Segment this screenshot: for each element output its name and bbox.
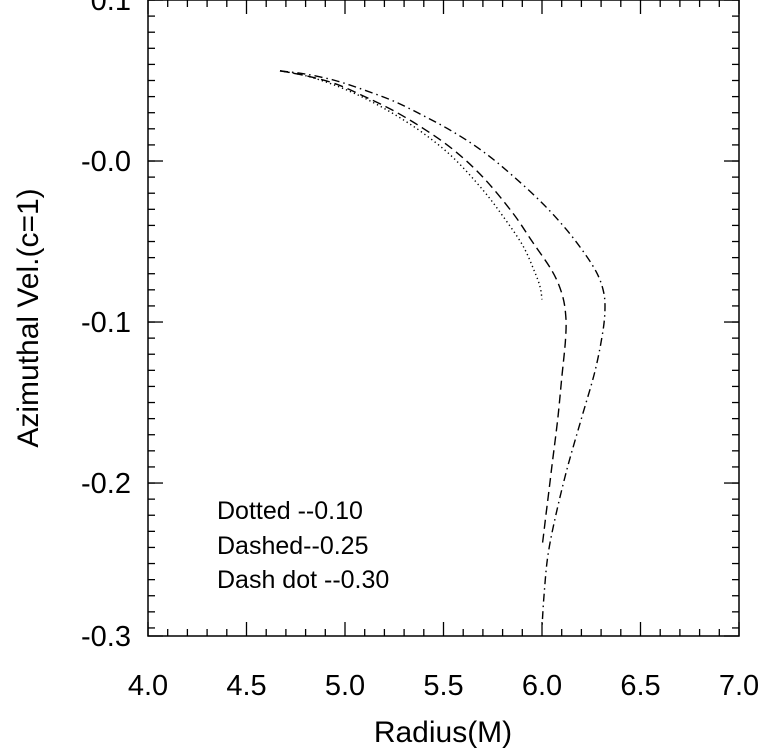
x-tick-label: 6.5 bbox=[620, 670, 660, 702]
y-tick-label: -0.1 bbox=[81, 307, 131, 339]
series-lines bbox=[279, 70, 606, 628]
y-tick-label: -0.3 bbox=[81, 621, 131, 653]
tick-marks bbox=[147, 0, 740, 637]
x-tick-label: 4.5 bbox=[226, 670, 266, 702]
x-axis-title: Radius(M) bbox=[374, 716, 512, 749]
legend-entry-dashdot: Dash dot --0.30 bbox=[217, 566, 389, 594]
x-tick-label: 6.0 bbox=[522, 670, 562, 702]
legend-entry-dotted: Dotted --0.10 bbox=[217, 497, 363, 525]
x-tick-label: 5.5 bbox=[423, 670, 463, 702]
series-line-dashed bbox=[279, 70, 567, 548]
x-tick-label: 7.0 bbox=[719, 670, 759, 702]
series-line-dotted bbox=[279, 70, 543, 300]
y-tick-label: -0.0 bbox=[81, 146, 131, 178]
y-tick-label: 0.1 bbox=[91, 0, 131, 17]
legend: Dotted --0.10 Dashed--0.25 Dash dot --0.… bbox=[217, 497, 389, 594]
y-tick-label: -0.2 bbox=[81, 468, 131, 500]
y-tick-labels: 0.1 -0.0 -0.1 -0.2 -0.3 bbox=[81, 0, 131, 653]
x-tick-label: 4.0 bbox=[128, 670, 168, 702]
series-line-dashdot bbox=[279, 70, 606, 628]
legend-entry-dashed: Dashed--0.25 bbox=[217, 532, 368, 560]
x-tick-label: 5.0 bbox=[325, 670, 365, 702]
x-tick-labels: 4.0 4.5 5.0 5.5 6.0 6.5 7.0 bbox=[128, 670, 759, 702]
y-axis-title: Azimuthal Vel.(c=1) bbox=[12, 188, 45, 447]
